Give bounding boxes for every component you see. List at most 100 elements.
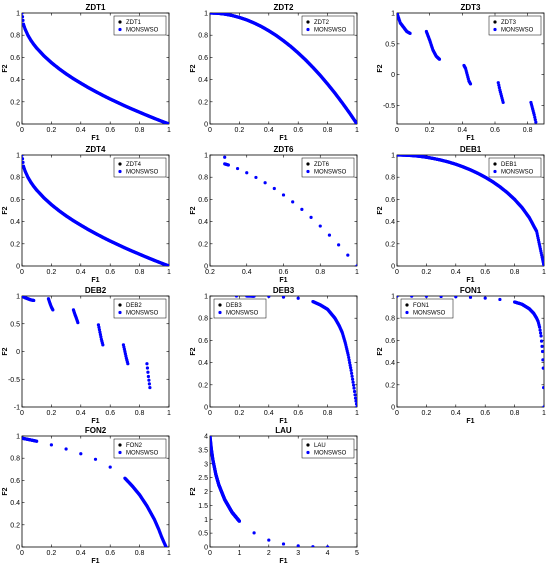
data-point: [234, 296, 239, 298]
x-tick-label: 0.8: [135, 550, 145, 557]
data-point: [281, 542, 286, 546]
y-axis-label: F2: [190, 64, 197, 72]
data-point: [534, 120, 538, 124]
data-point-fill: [407, 31, 412, 35]
data-point: [300, 207, 304, 211]
y-tick-label: 0: [204, 545, 208, 552]
data-point-fill: [350, 371, 354, 375]
data-point: [291, 200, 295, 204]
data-point-fill: [74, 315, 78, 319]
data-point: [468, 296, 473, 299]
y-tick-label: 0.2: [10, 522, 20, 529]
y-tick-label: 1: [16, 294, 20, 301]
data-point: [267, 538, 271, 542]
x-tick-label: 0.4: [457, 127, 467, 134]
panel-deb2: DEB2 0 0.2 0.4 0.6 0.8 1 -1 -0.5 0 0.5 1 F1 F2 DEB2 MON…: [2, 286, 171, 425]
chart-title: FON2: [85, 426, 107, 435]
data-point: [272, 186, 276, 191]
legend-box: [113, 157, 167, 178]
data-point-fill: [350, 374, 354, 378]
data-point-fill: [22, 18, 25, 22]
x-tick-label: 1: [355, 410, 359, 417]
legend-label: MONSWSO: [126, 451, 159, 457]
data-point-fill: [463, 65, 467, 70]
y-tick-label: 0.8: [10, 456, 20, 463]
y-tick-label: 0.4: [10, 219, 20, 226]
legend-marker: [306, 169, 310, 174]
legend-marker: [405, 303, 409, 307]
panel-zdt4: ZDT4 0 0.2 0.4 0.6 0.8 1 0 0.2 0.4 0.6 0.8 1 F1 F2 ZDT4…: [2, 145, 171, 284]
data-point-fill: [430, 46, 434, 50]
legend-marker: [306, 450, 310, 455]
data-point-fill: [166, 264, 169, 266]
y-tick-label: 1: [391, 294, 395, 301]
data-point-fill: [22, 160, 25, 164]
data-point: [49, 443, 54, 447]
data-point: [346, 253, 350, 257]
x-tick-label: 0.4: [76, 269, 86, 276]
data-point-fill: [499, 92, 503, 96]
y-tick-label: 0: [204, 405, 208, 412]
data-point: [350, 377, 355, 381]
data-point: [318, 224, 322, 228]
y-tick-label: 1: [16, 153, 20, 160]
data-point-fill: [533, 118, 537, 122]
x-tick-label: 0.4: [76, 127, 86, 134]
y-tick-label: 4: [204, 434, 208, 441]
data-point: [267, 296, 271, 298]
x-tick-label: 0: [395, 127, 399, 134]
y-tick-label: 1.5: [198, 503, 208, 510]
chart-title: LAU: [275, 426, 292, 435]
data-point-fill: [122, 347, 127, 351]
x-tick-label: 1: [167, 127, 171, 134]
data-point: [542, 405, 544, 407]
data-point: [22, 155, 24, 157]
data-point: [145, 362, 149, 366]
chart-title: ZDT4: [86, 145, 107, 154]
chart-title: DEB2: [85, 286, 107, 295]
y-tick-label: 1: [16, 11, 20, 18]
legend-label: DEB1: [501, 162, 517, 168]
y-tick-label: 0.2: [198, 241, 208, 248]
data-point-fill: [97, 328, 102, 332]
data-point-fill: [22, 157, 25, 161]
data-point-fill: [99, 335, 103, 339]
chart-title: DEB3: [273, 286, 295, 295]
data-point-fill: [124, 354, 128, 358]
x-tick-label: 0.8: [323, 127, 333, 134]
series-monswso: [210, 436, 330, 547]
data-point: [424, 296, 428, 298]
x-tick-label: 0.4: [264, 127, 274, 134]
x-tick-label: 0.2: [47, 127, 57, 134]
data-point: [263, 181, 267, 185]
data-point: [410, 296, 414, 298]
data-point-fill: [346, 351, 350, 355]
x-tick-label: 0: [20, 410, 24, 417]
data-point-fill: [347, 355, 351, 360]
y-tick-label: 1: [391, 11, 395, 18]
panel-zdt3: ZDT3 0 0.2 0.4 0.6 0.8 -0.5 0 0.5 1 F1 F2 ZDT3 MONSWS…: [377, 3, 545, 142]
legend-marker: [493, 162, 497, 166]
legend-label: ZDT3: [501, 20, 517, 26]
panel-zdt2: ZDT2 0 0.2 0.4 0.6 0.8 1 0 0.2 0.4 0.6 0.8 1 F1 F2 ZDT2…: [190, 3, 359, 142]
data-point: [93, 457, 98, 461]
data-point-fill: [354, 402, 357, 406]
y-tick-label: 0: [16, 545, 20, 552]
y-tick-label: 1: [391, 153, 395, 160]
legend-label: FON1: [413, 303, 430, 309]
x-tick-label: 0.6: [480, 410, 490, 417]
series-monswso: [210, 13, 357, 124]
legend-marker: [405, 310, 409, 315]
x-tick-label: 0.4: [76, 410, 86, 417]
y-tick-label: 0.4: [198, 360, 208, 367]
chart-title: ZDT2: [274, 3, 295, 12]
legend: DEB1 MONSWSO: [488, 157, 542, 178]
x-tick-label: 1: [542, 410, 546, 417]
legend: ZDT2 MONSWSO: [301, 15, 355, 36]
data-point-fill: [75, 319, 79, 323]
x-tick-label: 0.8: [510, 410, 520, 417]
data-point: [337, 243, 341, 247]
y-tick-label: 0.2: [385, 241, 395, 248]
x-tick-label: 0: [208, 410, 212, 417]
